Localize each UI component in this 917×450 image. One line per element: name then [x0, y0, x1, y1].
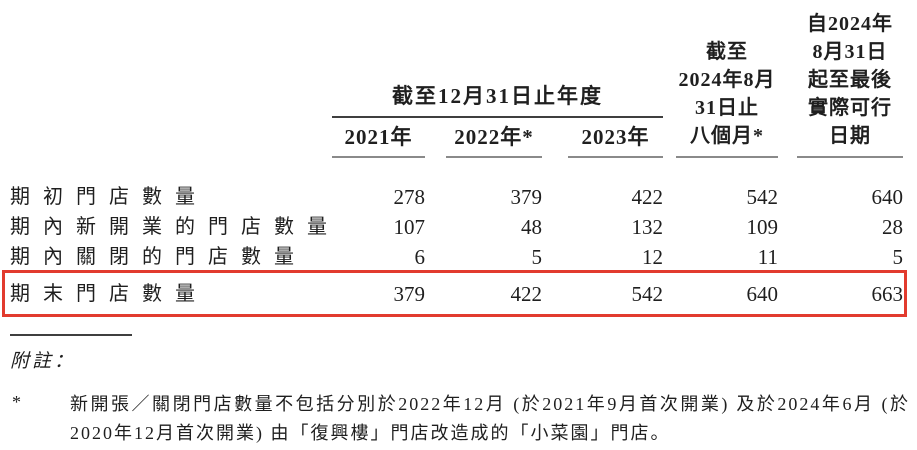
header-year-2022-text: 2022年* [446, 121, 542, 158]
header-eight-months-text: 截至 2024年8月 31日止 八個月* [676, 38, 779, 158]
header-eight-months: 截至 2024年8月 31日止 八個月* [663, 4, 779, 158]
cell-value: 422 [631, 185, 664, 209]
cell-value: 5 [892, 245, 904, 269]
cell-value: 379 [393, 282, 426, 306]
row-label: 期內關閉的門店數量 [10, 246, 307, 268]
cell-value: 278 [393, 185, 426, 209]
cell-value: 107 [393, 215, 426, 239]
cell-value: 542 [746, 185, 779, 209]
footnote-text: 新開張／關閉門店數量不包括分別於2022年12月 (於2021年9月首次開業) … [70, 394, 910, 443]
cell-value: 11 [757, 245, 779, 269]
cell-value: 379 [510, 185, 543, 209]
notes-divider-rule [10, 334, 132, 336]
cell-value: 48 [521, 215, 542, 239]
footnote-asterisk: * [12, 392, 21, 412]
cell-value: 132 [631, 215, 664, 239]
cell-value: 640 [871, 185, 904, 209]
table-row-opening-stores: 期初門店數量 278 379 422 542 640 [10, 186, 903, 216]
header-year-2023: 2023年 [542, 118, 664, 158]
notes-label: 附註： [10, 351, 77, 372]
header-year-2023-text: 2023年 [568, 121, 664, 158]
table-row-closed-stores: 期內關閉的門店數量 6 5 12 11 5 [10, 246, 903, 276]
cell-value: 5 [531, 245, 543, 269]
row-label: 期內新開業的門店數量 [10, 216, 340, 238]
cell-value: 663 [871, 282, 904, 306]
cell-value: 640 [746, 282, 779, 306]
header-year-2021: 2021年 [332, 118, 425, 158]
header-year-2022: 2022年* [425, 118, 542, 158]
row-label: 期末門店數量 [10, 283, 208, 305]
header-label-empty [10, 4, 332, 158]
store-count-table: 截至12月31日止年度 截至 2024年8月 31日止 八個月* 自2024年 … [10, 4, 904, 316]
cell-value: 109 [746, 215, 779, 239]
table-row-newly-opened-stores: 期內新開業的門店數量 107 48 132 109 28 [10, 216, 903, 246]
cell-value: 542 [631, 282, 664, 306]
cell-value: 28 [882, 215, 904, 239]
header-group-year-ended: 截至12月31日止年度 [332, 4, 664, 118]
cell-value: 422 [510, 282, 543, 306]
header-year-2021-text: 2021年 [332, 121, 425, 158]
header-latest-practicable-date: 自2024年 8月31日 起至最後 實際可行 日期 [778, 4, 904, 158]
header-body-spacer [10, 158, 903, 186]
table-row-closing-stores: 期末門店數量 379 422 542 640 663 [10, 276, 903, 316]
header-group-year-ended-text: 截至12月31日止年度 [332, 80, 664, 118]
row-label: 期初門店數量 [10, 186, 208, 208]
cell-value: 6 [414, 245, 426, 269]
header-latest-practicable-date-text: 自2024年 8月31日 起至最後 實際可行 日期 [797, 10, 904, 158]
cell-value: 12 [642, 245, 664, 269]
